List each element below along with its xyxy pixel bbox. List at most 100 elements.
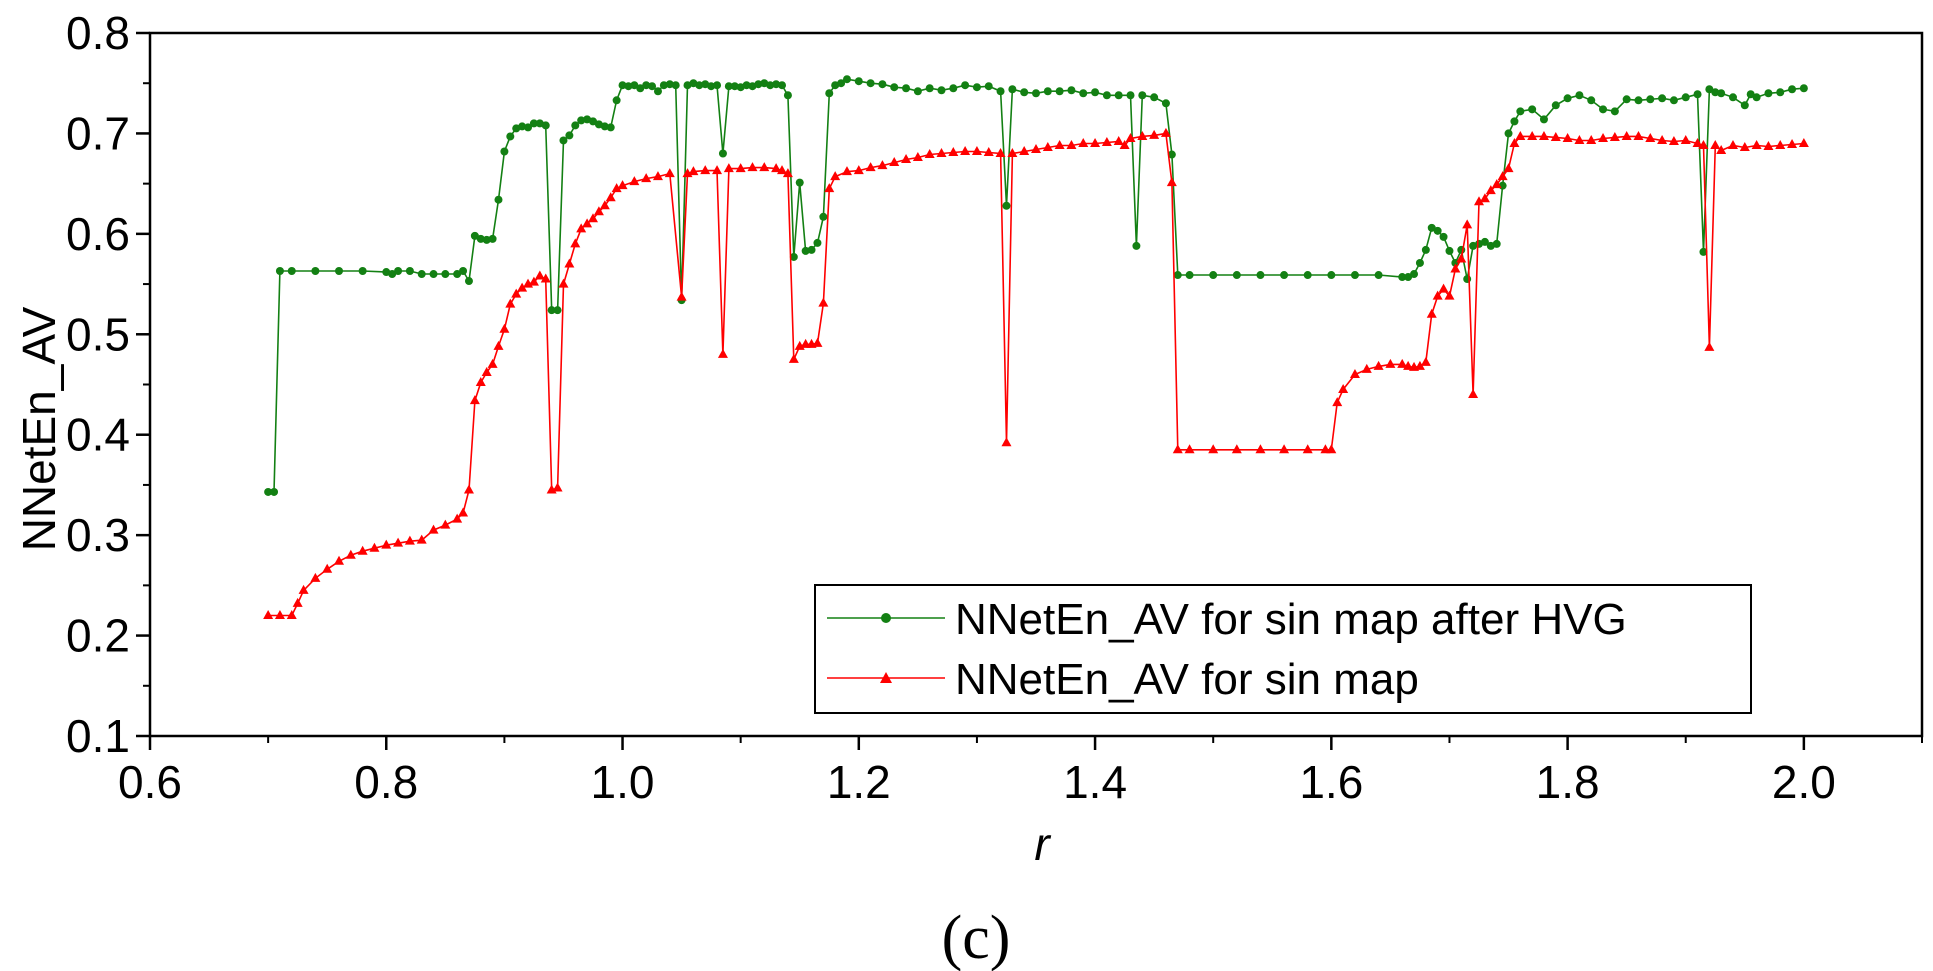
data-point	[842, 75, 851, 84]
data-point	[1125, 132, 1136, 142]
data-point	[416, 534, 427, 544]
data-point	[960, 146, 971, 156]
data-point	[369, 542, 380, 552]
data-point	[1208, 444, 1219, 454]
data-point	[529, 119, 538, 128]
data-point	[889, 157, 900, 167]
data-point	[1008, 85, 1017, 94]
y-axis-title: NNetEn_AV	[13, 306, 65, 551]
data-point	[404, 535, 415, 545]
data-point	[877, 160, 888, 170]
data-point	[1114, 91, 1123, 100]
data-point	[735, 163, 746, 173]
data-point	[813, 238, 822, 247]
data-point	[1622, 95, 1631, 104]
data-point	[759, 162, 770, 172]
y-tick-label: 0.8	[66, 7, 130, 59]
data-point	[1515, 130, 1526, 140]
data-point	[1020, 88, 1029, 97]
data-point	[1516, 107, 1525, 116]
data-point	[1302, 444, 1313, 454]
data-point	[528, 276, 539, 286]
y-tick-label: 0.7	[66, 107, 130, 159]
data-point	[1019, 146, 1030, 156]
data-point	[949, 84, 958, 93]
data-point	[1414, 360, 1425, 370]
data-point	[1728, 93, 1737, 102]
y-tick-label: 0.4	[66, 409, 130, 461]
data-point	[1438, 283, 1449, 293]
data-point	[1173, 271, 1182, 280]
data-point	[1485, 185, 1496, 195]
data-point	[1326, 444, 1337, 454]
data-point	[1279, 444, 1290, 454]
data-point	[488, 234, 497, 243]
data-point	[292, 597, 303, 607]
data-point	[912, 152, 923, 162]
data-point	[1119, 139, 1130, 149]
data-point	[1751, 139, 1762, 149]
data-point	[1727, 139, 1738, 149]
data-point	[688, 166, 699, 176]
data-point	[1043, 87, 1052, 96]
data-point	[866, 79, 875, 88]
data-point	[1681, 93, 1690, 102]
data-point	[830, 171, 841, 181]
data-point	[334, 555, 345, 565]
data-point	[841, 166, 852, 176]
data-point	[517, 282, 528, 292]
data-point	[1410, 270, 1419, 279]
data-point	[476, 234, 485, 243]
data-point	[505, 298, 516, 308]
data-point	[1746, 90, 1755, 99]
data-point	[274, 609, 285, 619]
data-point	[1209, 271, 1218, 280]
data-point	[1563, 94, 1572, 103]
legend-box	[814, 584, 1752, 714]
data-point	[1692, 137, 1703, 147]
data-point	[464, 277, 473, 286]
data-point	[1078, 137, 1089, 147]
data-point	[500, 147, 509, 156]
data-point	[469, 395, 480, 405]
data-point	[1150, 93, 1159, 102]
data-point	[825, 89, 834, 98]
data-point	[1609, 131, 1620, 141]
data-point	[310, 572, 321, 582]
data-point	[807, 245, 816, 254]
data-point	[995, 148, 1006, 158]
data-point	[778, 81, 787, 90]
data-point	[570, 238, 581, 248]
data-point	[1538, 130, 1549, 140]
data-point	[558, 278, 569, 288]
data-point	[853, 165, 864, 175]
data-point	[1167, 150, 1176, 159]
data-point	[854, 77, 863, 86]
data-point	[972, 83, 981, 92]
data-point	[1184, 444, 1195, 454]
data-point	[612, 96, 621, 105]
data-point	[636, 84, 645, 93]
data-point	[1497, 171, 1508, 181]
data-point	[1032, 89, 1040, 98]
data-point	[1101, 136, 1112, 146]
data-point	[606, 123, 615, 132]
data-point	[1403, 360, 1414, 370]
data-point	[1575, 91, 1584, 100]
data-point	[611, 183, 622, 193]
x-tick-label: 1.6	[1299, 756, 1363, 808]
data-point	[1426, 308, 1437, 318]
data-point	[1539, 115, 1548, 124]
data-point	[1599, 105, 1608, 114]
y-tick-label: 0.5	[66, 308, 130, 360]
data-point	[924, 149, 935, 159]
data-point	[878, 80, 887, 89]
data-point	[1699, 247, 1708, 256]
data-point	[588, 213, 598, 223]
data-point	[1433, 226, 1442, 235]
data-point	[1587, 96, 1596, 105]
data-point	[1763, 140, 1774, 150]
data-point	[582, 218, 593, 228]
data-point	[540, 273, 551, 283]
